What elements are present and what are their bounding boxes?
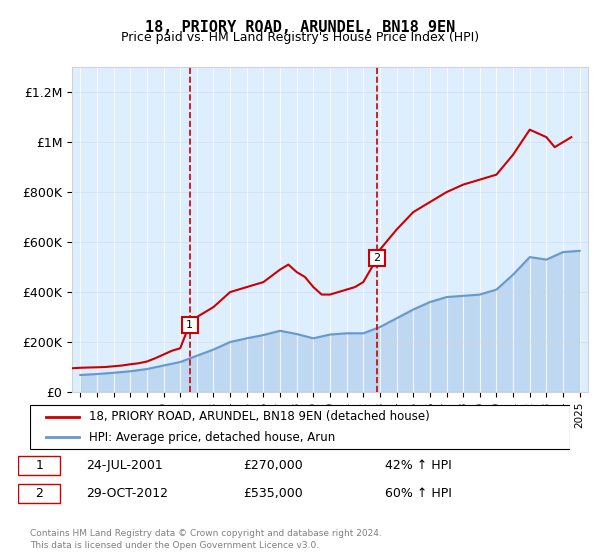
FancyBboxPatch shape bbox=[30, 405, 570, 449]
FancyBboxPatch shape bbox=[18, 484, 60, 503]
Text: £535,000: £535,000 bbox=[244, 487, 304, 501]
Text: £270,000: £270,000 bbox=[244, 459, 304, 473]
Text: HPI: Average price, detached house, Arun: HPI: Average price, detached house, Arun bbox=[89, 431, 335, 444]
Text: 29-OCT-2012: 29-OCT-2012 bbox=[86, 487, 167, 501]
Text: 42% ↑ HPI: 42% ↑ HPI bbox=[385, 459, 451, 473]
FancyBboxPatch shape bbox=[18, 456, 60, 475]
Text: 2: 2 bbox=[35, 487, 43, 501]
Text: 60% ↑ HPI: 60% ↑ HPI bbox=[385, 487, 451, 501]
Text: 2: 2 bbox=[374, 253, 380, 263]
Text: Price paid vs. HM Land Registry's House Price Index (HPI): Price paid vs. HM Land Registry's House … bbox=[121, 31, 479, 44]
Text: Contains HM Land Registry data © Crown copyright and database right 2024.
This d: Contains HM Land Registry data © Crown c… bbox=[30, 529, 382, 550]
Text: 1: 1 bbox=[35, 459, 43, 473]
Text: 18, PRIORY ROAD, ARUNDEL, BN18 9EN (detached house): 18, PRIORY ROAD, ARUNDEL, BN18 9EN (deta… bbox=[89, 410, 430, 423]
Text: 24-JUL-2001: 24-JUL-2001 bbox=[86, 459, 163, 473]
Text: 1: 1 bbox=[186, 320, 193, 329]
Text: 18, PRIORY ROAD, ARUNDEL, BN18 9EN: 18, PRIORY ROAD, ARUNDEL, BN18 9EN bbox=[145, 20, 455, 35]
